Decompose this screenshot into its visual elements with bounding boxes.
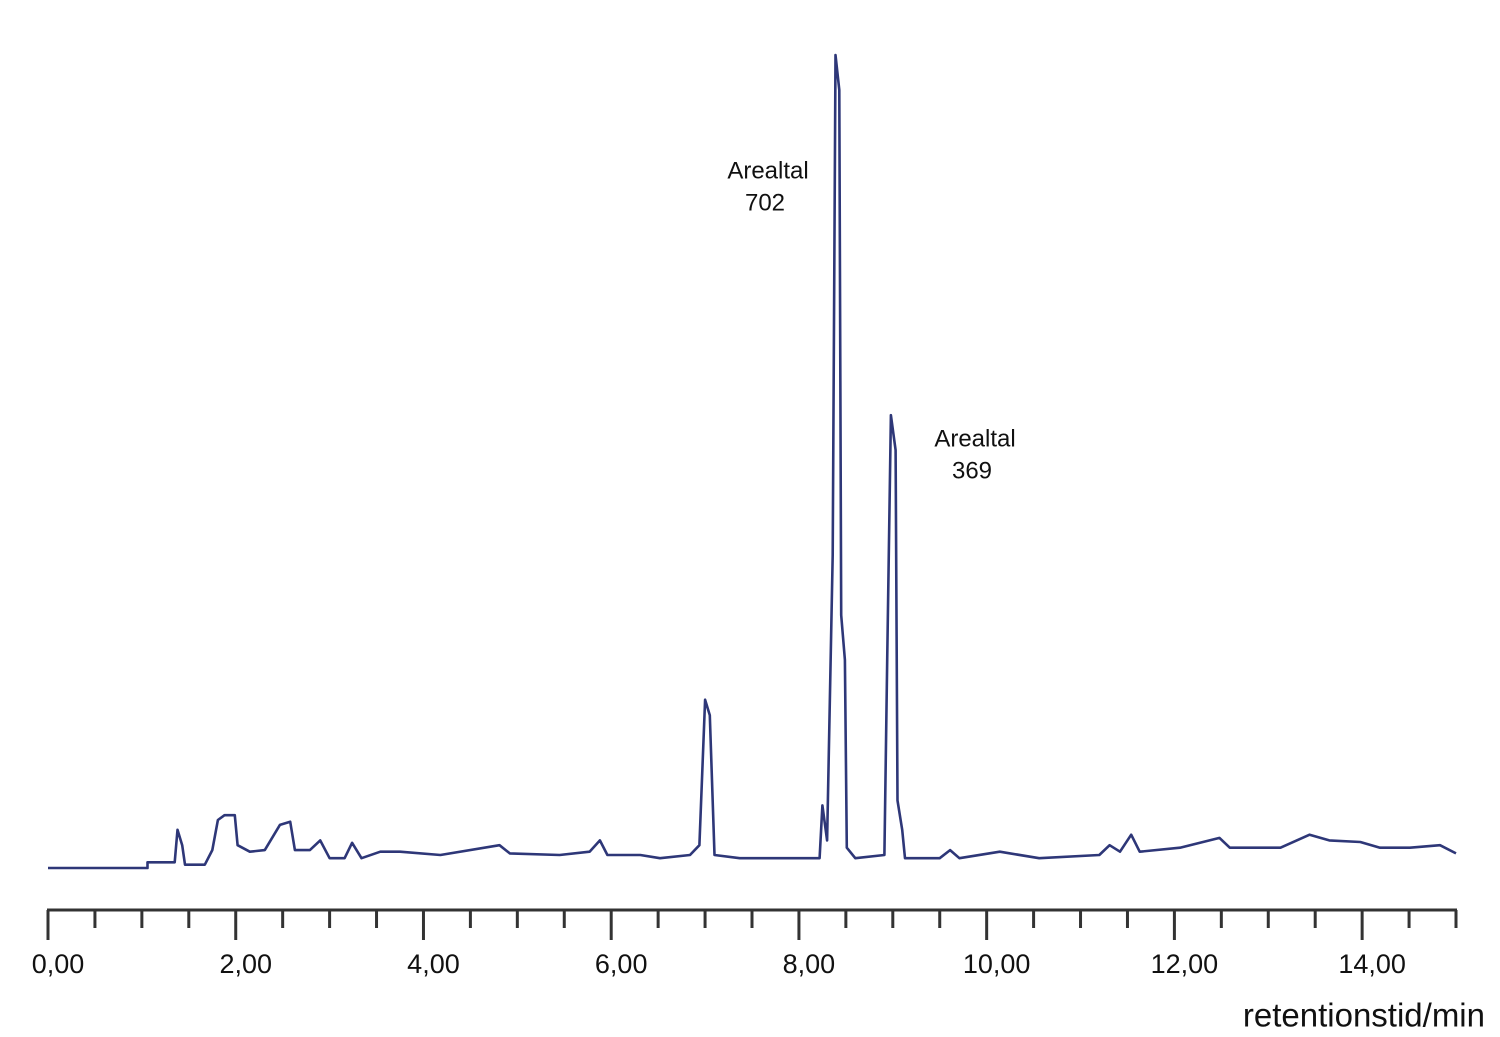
x-tick-label: 10,00 [963, 949, 1031, 979]
peak-annotation: Arealtal [727, 157, 808, 184]
x-axis-label: retentionstid/min [1243, 997, 1485, 1034]
x-tick-label: 14,00 [1338, 949, 1406, 979]
x-tick-label: 4,00 [407, 949, 460, 979]
x-tick-label: 6,00 [595, 949, 648, 979]
x-tick-label: 2,00 [219, 949, 272, 979]
peak-annotation: 702 [745, 189, 785, 216]
x-tick-label: 0,00 [32, 949, 85, 979]
chromatogram-line [48, 53, 1457, 870]
peak-annotation: Arealtal [934, 425, 1015, 452]
x-tick-label: 8,00 [783, 949, 836, 979]
x-tick-label: 12,00 [1151, 949, 1219, 979]
peak-annotation: 369 [952, 457, 992, 484]
